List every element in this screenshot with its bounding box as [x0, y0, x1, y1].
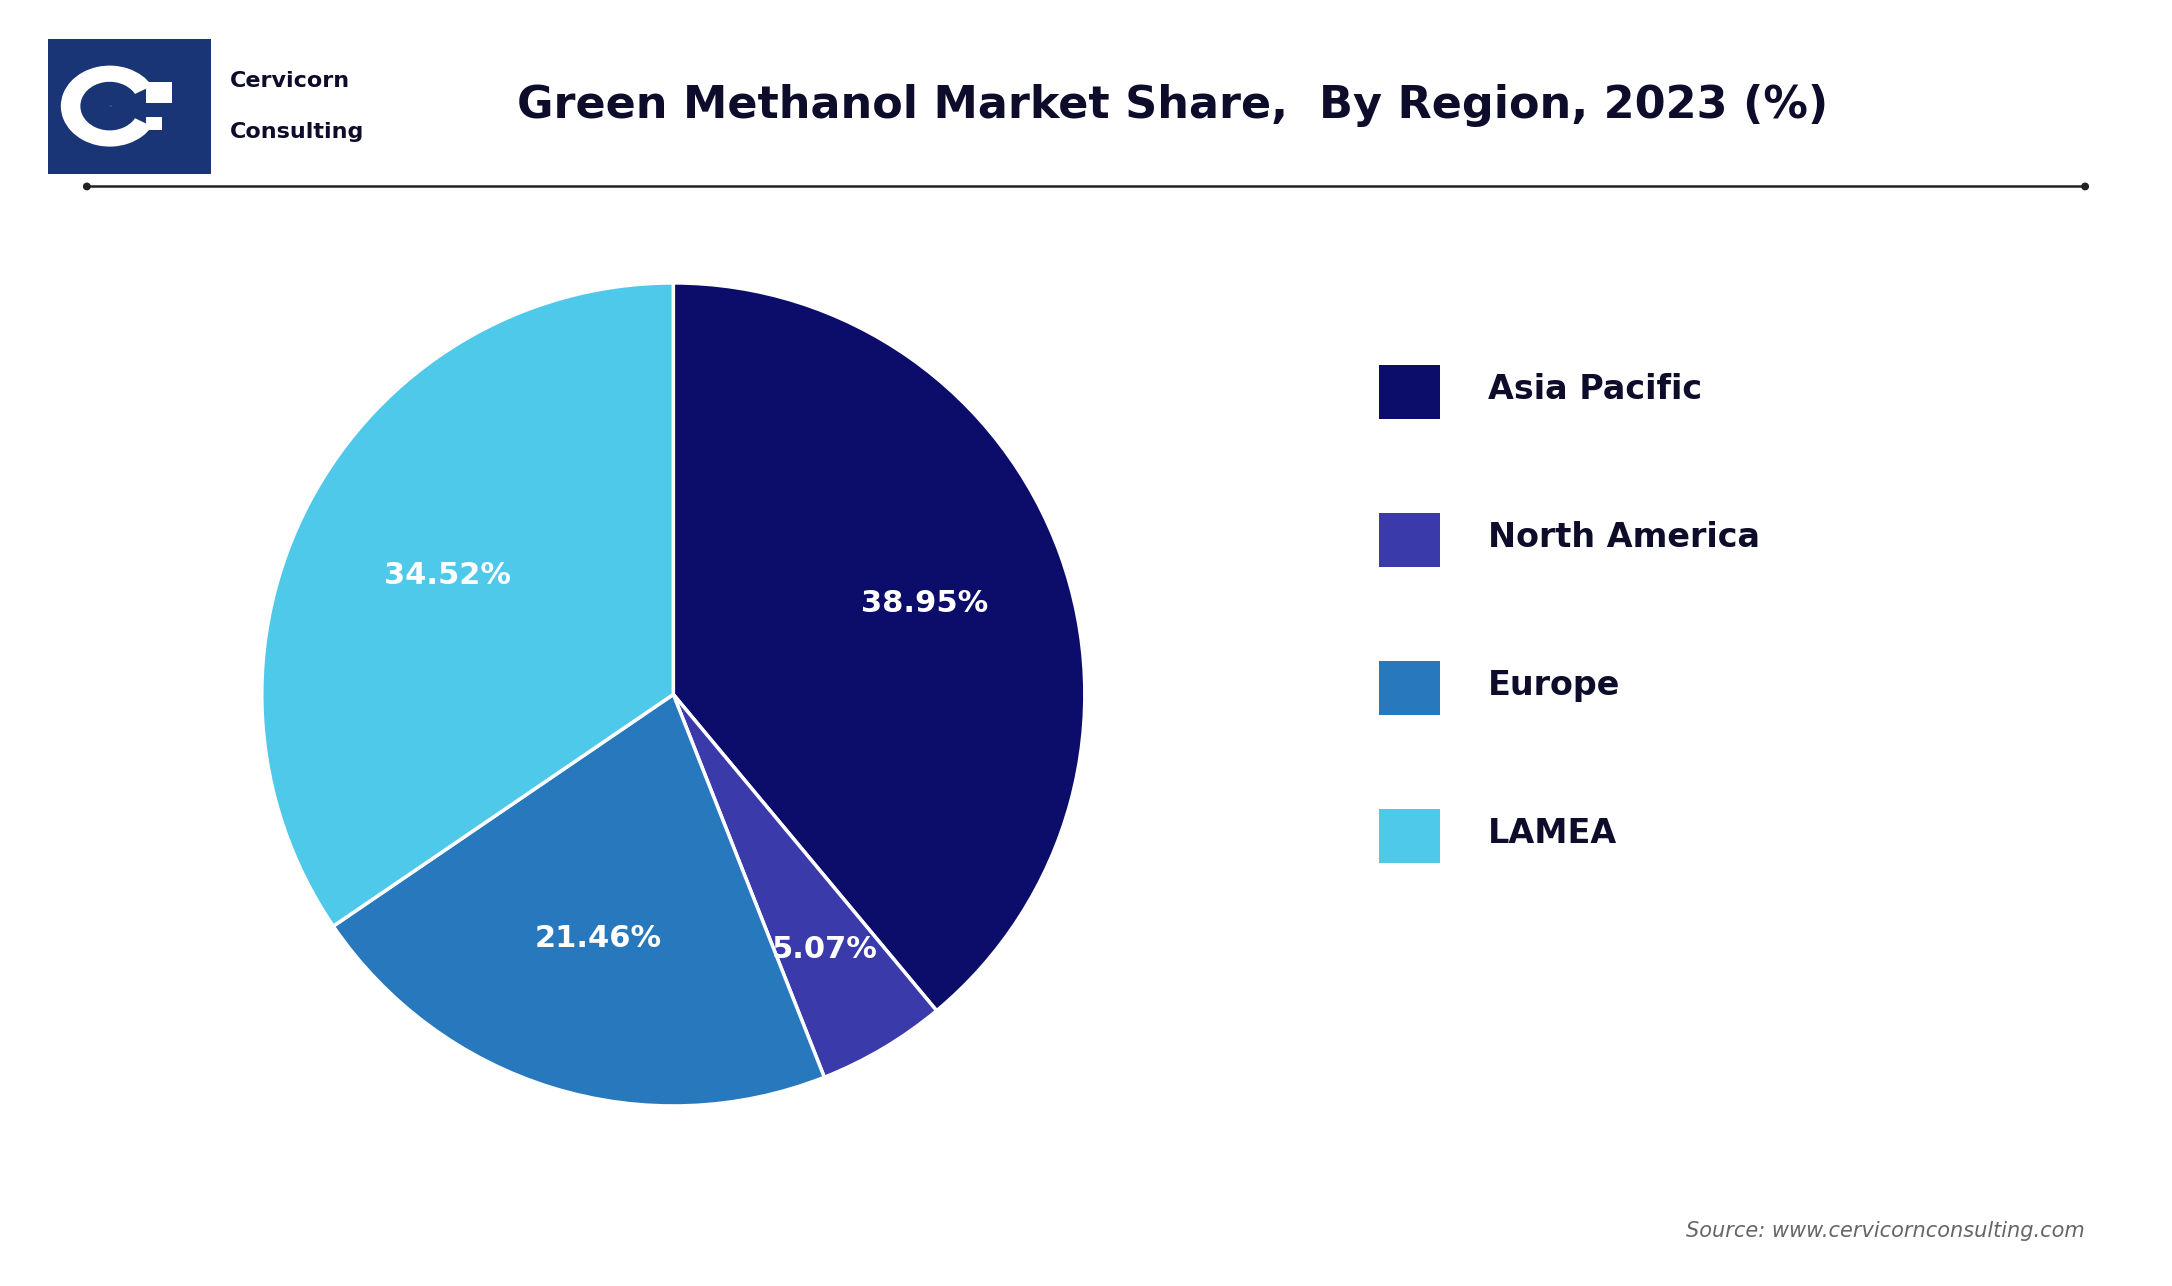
FancyBboxPatch shape — [35, 28, 224, 184]
Text: Asia Pacific: Asia Pacific — [1488, 373, 1703, 406]
FancyBboxPatch shape — [146, 82, 172, 103]
Text: Europe: Europe — [1488, 669, 1620, 702]
Text: 5.07%: 5.07% — [771, 935, 877, 963]
Text: LAMEA: LAMEA — [1488, 817, 1618, 850]
Text: Consulting: Consulting — [230, 122, 365, 143]
Text: Cervicorn: Cervicorn — [230, 71, 350, 91]
Text: Source: www.cervicornconsulting.com: Source: www.cervicornconsulting.com — [1685, 1220, 2085, 1241]
Wedge shape — [61, 66, 152, 147]
Text: 21.46%: 21.46% — [534, 923, 662, 953]
FancyBboxPatch shape — [146, 117, 161, 130]
Text: 34.52%: 34.52% — [384, 561, 510, 590]
Wedge shape — [80, 82, 137, 130]
Wedge shape — [263, 283, 673, 926]
Text: Green Methanol Market Share,  By Region, 2023 (%): Green Methanol Market Share, By Region, … — [517, 84, 1829, 126]
Wedge shape — [332, 694, 825, 1106]
Wedge shape — [673, 694, 936, 1078]
Text: 38.95%: 38.95% — [862, 589, 988, 619]
Text: North America: North America — [1488, 521, 1759, 554]
Wedge shape — [673, 283, 1084, 1011]
